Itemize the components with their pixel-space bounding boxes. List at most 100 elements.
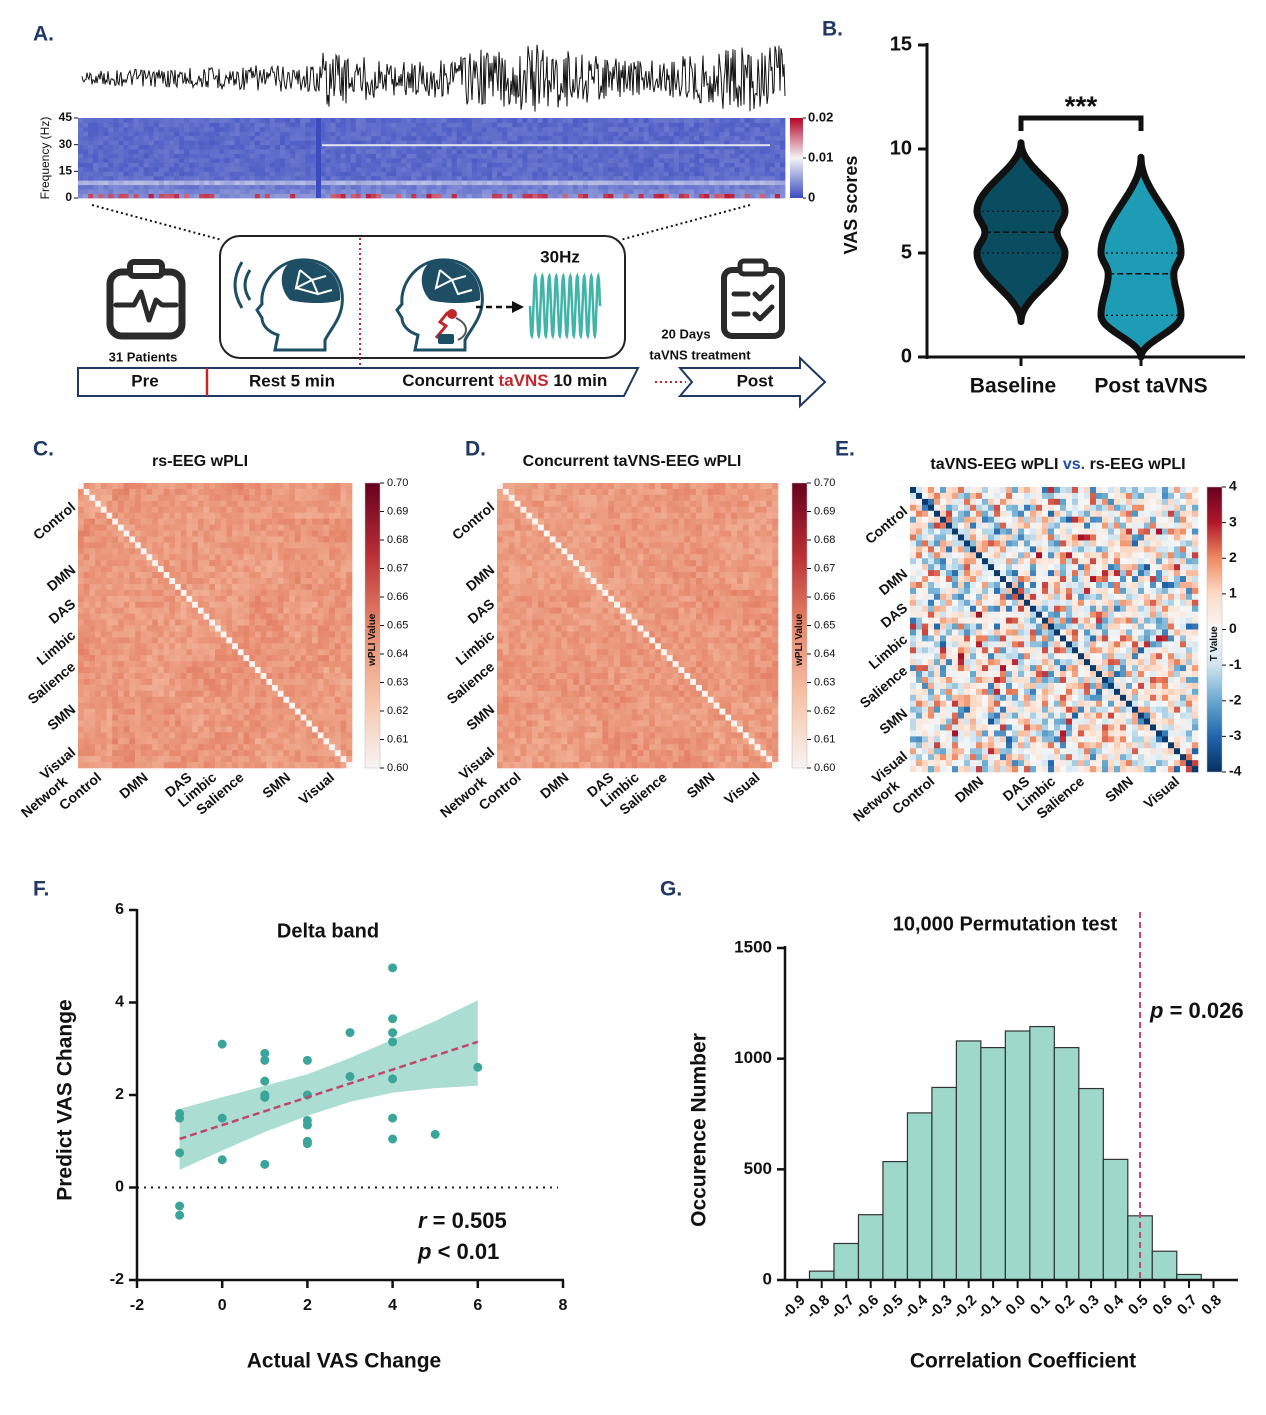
- spectrogram-cell: [330, 166, 336, 172]
- heatmap-cell: [272, 572, 279, 579]
- heatmap-cell: [78, 643, 85, 650]
- spectrogram-cell: [436, 149, 442, 154]
- heatmap-cell: [203, 762, 210, 769]
- spectrogram-cell: [168, 189, 175, 194]
- spectrogram-cell: [229, 189, 235, 194]
- spectrogram-cell: [502, 118, 508, 123]
- heatmap-cell: [78, 554, 85, 561]
- spectrogram-cell: [340, 140, 347, 146]
- spectrogram-cell: [153, 158, 160, 163]
- spectrogram-cell: [598, 171, 604, 177]
- spectrogram-cell: [507, 158, 513, 163]
- spectrogram-cell: [108, 140, 114, 146]
- heatmap-cell: [272, 530, 279, 537]
- spectrogram-cell: [189, 171, 195, 177]
- spectrogram-cell: [421, 193, 427, 199]
- spectrogram-cell: [744, 189, 751, 194]
- spectrogram-cell: [694, 193, 700, 199]
- spectrogram-cell: [103, 153, 109, 159]
- spectrogram-cell: [684, 140, 690, 146]
- heatmap-cell: [300, 738, 307, 745]
- spectrogram-cell: [118, 149, 124, 154]
- spectrogram-cell: [138, 149, 145, 154]
- spectrogram-cell: [108, 189, 114, 194]
- spectrogram-cell: [603, 135, 609, 141]
- spectrogram-cell: [93, 193, 99, 199]
- heatmap-cell: [254, 655, 261, 662]
- heatmap-cell: [83, 720, 90, 727]
- heatmap-cell: [180, 601, 187, 608]
- heatmap-cell: [163, 690, 170, 698]
- spectrogram-cell: [224, 175, 230, 181]
- spectrogram-cell: [583, 122, 589, 128]
- spectrogram-cell: [502, 131, 508, 137]
- spectrogram-cell: [269, 126, 276, 132]
- spectrogram-cell: [239, 162, 246, 168]
- spectrogram-cell: [386, 166, 392, 172]
- spectrogram-cell: [466, 166, 473, 172]
- heatmap-cell: [300, 483, 307, 490]
- spectrogram-cell: [694, 189, 700, 194]
- spectrogram-cell: [411, 118, 417, 123]
- stimulus-wave: [528, 272, 602, 340]
- spectrogram-cell: [532, 175, 538, 181]
- spectrogram-cell: [325, 162, 331, 168]
- heatmap-cell: [175, 649, 182, 656]
- heatmap-cell: [89, 732, 96, 739]
- heatmap-cell: [294, 631, 301, 638]
- heatmap-cell: [215, 500, 222, 508]
- spectrogram-cell: [527, 131, 533, 137]
- spectrogram-cell: [648, 158, 655, 163]
- heatmap-cell: [340, 483, 347, 490]
- heatmap-cell: [312, 619, 319, 626]
- heatmap-cell: [203, 655, 210, 662]
- heatmap-cell: [157, 500, 164, 508]
- spectrogram-cell: [774, 122, 781, 128]
- spectrogram-cell: [158, 131, 165, 137]
- heatmap-cell: [317, 595, 324, 603]
- spectrogram-cell: [547, 193, 554, 199]
- heatmap-cell: [117, 702, 124, 709]
- spectrogram-cell: [487, 193, 493, 199]
- spectrogram-cell: [290, 184, 296, 190]
- spectrogram-cell: [350, 126, 357, 132]
- heatmap-cell: [135, 524, 142, 531]
- heatmap-cell: [95, 506, 102, 513]
- spectrogram-cell: [381, 144, 387, 150]
- spectrogram-cell: [451, 153, 458, 159]
- heatmap-cell: [294, 548, 301, 555]
- spectrogram-cell: [699, 144, 705, 150]
- heatmap-cell: [95, 583, 102, 591]
- spectrogram-cell: [714, 171, 720, 177]
- heatmap-cell: [232, 655, 239, 662]
- spectrogram-cell: [471, 126, 478, 132]
- spectrogram-cell: [355, 118, 362, 123]
- heatmap-cell: [186, 678, 193, 686]
- spectrogram-cell: [658, 126, 665, 132]
- heatmap-cell: [277, 702, 284, 709]
- heatmap-cell: [232, 661, 239, 668]
- spectrogram-cell: [593, 175, 599, 181]
- spectrogram-cell: [628, 189, 634, 194]
- heatmap-cell: [346, 518, 353, 525]
- heatmap-cell: [152, 625, 159, 632]
- spectrogram-cell: [234, 122, 240, 128]
- spectrogram-cell: [527, 149, 533, 154]
- heatmap-cell: [100, 726, 107, 733]
- spectrogram-cell: [689, 171, 695, 177]
- spectrogram-cell: [320, 140, 326, 146]
- spectrogram-cell: [749, 193, 756, 199]
- heatmap-cell: [249, 684, 256, 692]
- spectrogram-cell: [451, 193, 458, 199]
- spectrogram-cell: [391, 126, 397, 132]
- heatmap-cell: [83, 530, 90, 537]
- heatmap-cell: [260, 488, 267, 496]
- heatmap-cell: [317, 548, 324, 555]
- heatmap-cell: [146, 726, 153, 733]
- spectrogram-cell: [163, 149, 170, 154]
- spectrogram-cell: [441, 171, 448, 177]
- post-arrow: [677, 355, 827, 409]
- spectrogram-cell: [249, 166, 256, 172]
- spectrogram-cell: [320, 171, 326, 177]
- heatmap-cell: [175, 601, 182, 608]
